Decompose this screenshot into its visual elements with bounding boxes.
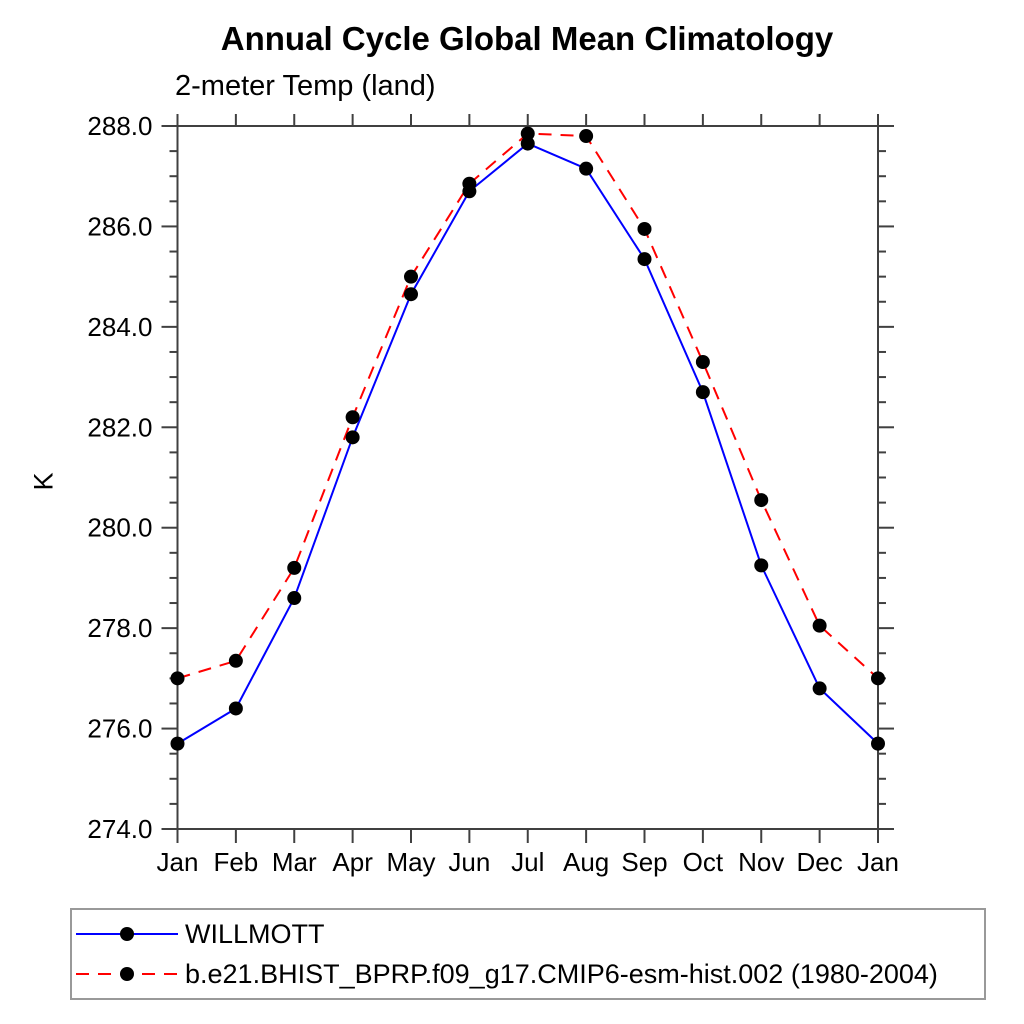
- x-tick-label: Apr: [332, 847, 373, 877]
- data-point-marker-0: [520, 136, 535, 151]
- data-point-marker-0: [228, 701, 243, 716]
- data-point-marker-1: [754, 493, 769, 508]
- series-line-0: [176, 142, 879, 745]
- y-tick-label: 274.0: [87, 814, 152, 844]
- x-tick-label: Jun: [448, 847, 490, 877]
- data-point-marker-0: [170, 736, 185, 751]
- data-point-marker-0: [637, 252, 652, 267]
- data-point-marker-1: [695, 355, 710, 370]
- data-point-marker-1: [228, 653, 243, 668]
- x-tick-label: Sep: [621, 847, 667, 877]
- data-point-marker-0: [579, 161, 594, 176]
- y-tick-label: 284.0: [87, 312, 152, 342]
- data-point-marker-1: [520, 126, 535, 141]
- chart-title: Annual Cycle Global Mean Climatology: [220, 20, 834, 57]
- legend-line-solid-icon: [76, 927, 178, 941]
- data-point-marker-0: [345, 430, 360, 445]
- y-tick-label: 280.0: [87, 513, 152, 543]
- y-tick-label: 288.0: [87, 111, 152, 141]
- plot-frame: [176, 125, 879, 830]
- data-point-marker-1: [871, 671, 885, 686]
- data-point-marker-1: [404, 269, 418, 284]
- x-tick-label: Dec: [797, 847, 843, 877]
- legend-line-dashed-icon: [76, 967, 178, 981]
- x-tick-label: Oct: [683, 847, 724, 877]
- y-tick-label: 286.0: [87, 211, 152, 241]
- y-tick-label: 282.0: [87, 412, 152, 442]
- data-point-marker-0: [287, 591, 302, 606]
- x-tick-label: Aug: [563, 847, 609, 877]
- data-point-marker-0: [695, 385, 710, 400]
- legend: WILLMOTT b.e21.BHIST_BPRP.f09_g17.CMIP6-…: [70, 908, 986, 1000]
- x-tick-label: Jul: [511, 847, 544, 877]
- legend-row-model: b.e21.BHIST_BPRP.f09_g17.CMIP6-esm-hist.…: [75, 957, 984, 991]
- x-tick-label: Feb: [213, 847, 258, 877]
- legend-row-willmott: WILLMOTT: [75, 917, 984, 951]
- x-tick-label: Nov: [738, 847, 784, 877]
- data-point-marker-1: [637, 221, 652, 236]
- x-tick-label: May: [386, 847, 435, 877]
- data-point-marker-0: [754, 558, 769, 573]
- legend-label-model: b.e21.BHIST_BPRP.f09_g17.CMIP6-esm-hist.…: [185, 958, 938, 989]
- x-tick-label: Jan: [157, 847, 199, 877]
- y-tick-label: 276.0: [87, 714, 152, 744]
- series-line-1: [177, 132, 879, 680]
- data-point-marker-1: [579, 129, 594, 144]
- chart-subtitle: 2-meter Temp (land): [175, 70, 436, 102]
- data-point-marker-0: [871, 736, 885, 751]
- data-point-marker-1: [170, 671, 185, 686]
- data-point-marker-0: [404, 287, 418, 302]
- data-point-marker-1: [462, 176, 477, 191]
- data-point-marker-1: [287, 560, 302, 575]
- data-point-marker-0: [812, 681, 827, 696]
- x-tick-label: Jan: [857, 847, 899, 877]
- legend-label-willmott: WILLMOTT: [185, 918, 325, 949]
- x-tick-label: Mar: [272, 847, 317, 877]
- data-point-marker-1: [812, 618, 827, 633]
- y-tick-label: 278.0: [87, 613, 152, 643]
- data-point-marker-1: [345, 410, 360, 425]
